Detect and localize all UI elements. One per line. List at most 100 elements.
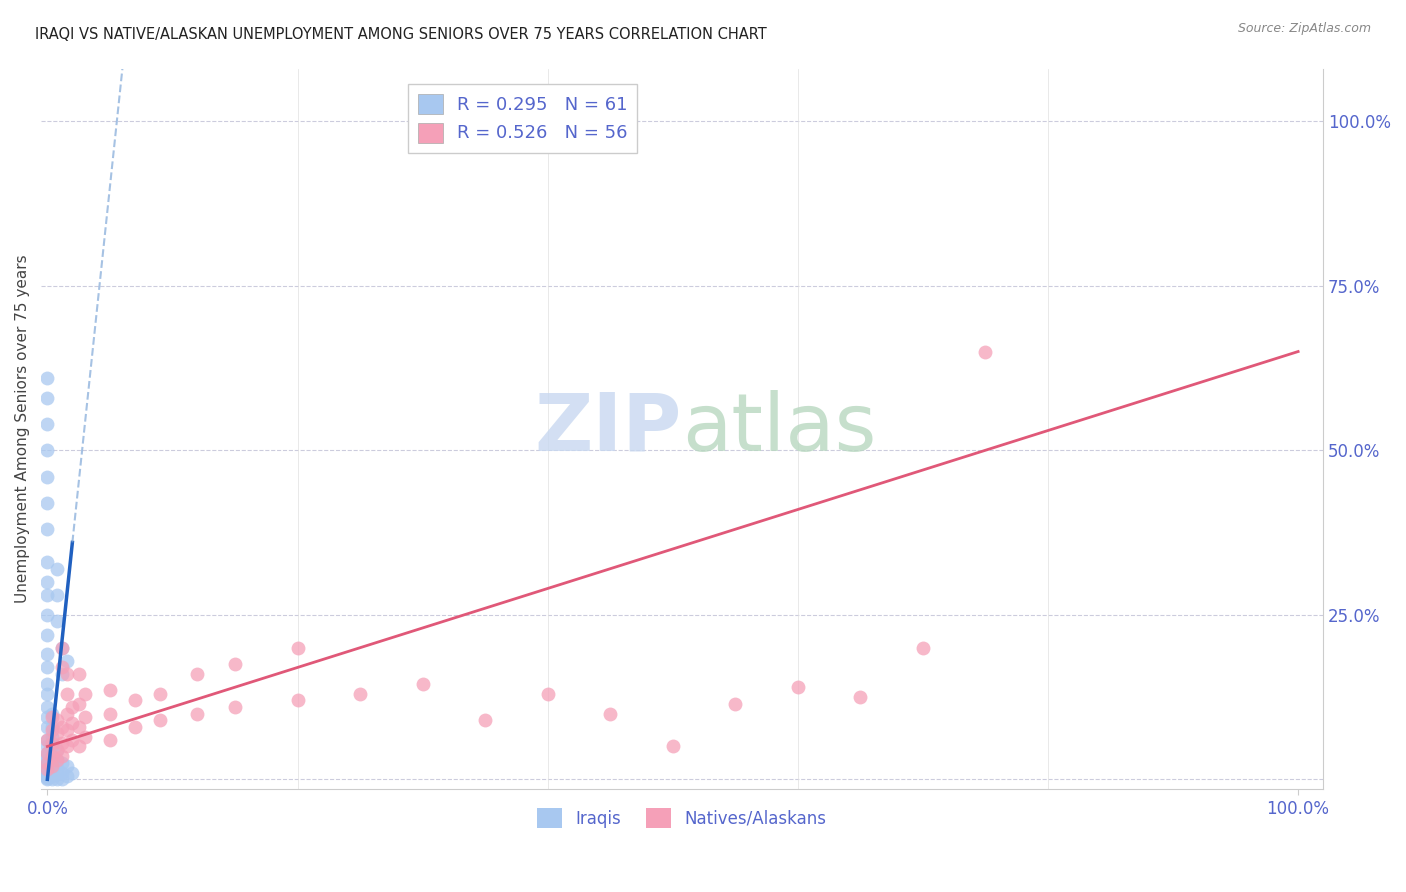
Point xyxy=(98,706,121,721)
Point xyxy=(37,749,59,764)
Point xyxy=(60,765,83,780)
Point xyxy=(41,710,63,724)
Point xyxy=(51,720,73,734)
Point xyxy=(37,391,59,405)
Point xyxy=(149,687,172,701)
Point xyxy=(46,615,69,629)
Point xyxy=(67,667,90,681)
Text: IRAQI VS NATIVE/ALASKAN UNEMPLOYMENT AMONG SENIORS OVER 75 YEARS CORRELATION CHA: IRAQI VS NATIVE/ALASKAN UNEMPLOYMENT AMO… xyxy=(35,27,766,42)
Point xyxy=(37,607,59,622)
Point xyxy=(287,693,309,707)
Point xyxy=(41,736,63,750)
Point xyxy=(124,693,146,707)
Point xyxy=(73,687,96,701)
Point xyxy=(56,706,79,721)
Point xyxy=(37,767,59,781)
Point xyxy=(41,759,63,773)
Point xyxy=(37,763,59,777)
Point xyxy=(849,690,872,704)
Point xyxy=(73,730,96,744)
Point xyxy=(41,723,63,737)
Point xyxy=(37,469,59,483)
Point xyxy=(37,770,59,784)
Point xyxy=(56,654,79,668)
Point xyxy=(46,588,69,602)
Point xyxy=(37,417,59,431)
Point xyxy=(37,764,59,779)
Point xyxy=(41,739,63,754)
Point xyxy=(37,720,59,734)
Point xyxy=(37,765,59,780)
Point xyxy=(287,640,309,655)
Point xyxy=(37,496,59,510)
Point xyxy=(51,756,73,770)
Point xyxy=(51,765,73,780)
Point xyxy=(56,687,79,701)
Point xyxy=(56,739,79,754)
Point xyxy=(224,700,246,714)
Point xyxy=(41,772,63,787)
Point xyxy=(41,765,63,780)
Point xyxy=(37,732,59,747)
Point xyxy=(37,522,59,536)
Point xyxy=(56,769,79,783)
Point xyxy=(60,716,83,731)
Point xyxy=(46,767,69,781)
Point xyxy=(724,697,747,711)
Point xyxy=(51,772,73,787)
Point xyxy=(98,683,121,698)
Point xyxy=(51,736,73,750)
Point xyxy=(56,759,79,773)
Point xyxy=(786,680,808,694)
Point xyxy=(56,723,79,737)
Point xyxy=(37,763,59,777)
Point xyxy=(41,749,63,764)
Point xyxy=(224,657,246,672)
Text: ZIP: ZIP xyxy=(534,390,682,468)
Point xyxy=(60,732,83,747)
Point xyxy=(37,746,59,760)
Point xyxy=(46,562,69,576)
Point xyxy=(37,710,59,724)
Point xyxy=(37,677,59,691)
Point xyxy=(661,739,683,754)
Point xyxy=(37,732,59,747)
Point xyxy=(37,760,59,774)
Point xyxy=(67,739,90,754)
Point xyxy=(599,706,621,721)
Point xyxy=(41,730,63,744)
Point xyxy=(51,640,73,655)
Point xyxy=(41,763,63,777)
Point xyxy=(56,667,79,681)
Point xyxy=(37,700,59,714)
Point xyxy=(73,710,96,724)
Point xyxy=(37,574,59,589)
Point xyxy=(46,726,69,740)
Point xyxy=(37,371,59,385)
Point xyxy=(474,713,496,727)
Point xyxy=(37,772,59,787)
Point xyxy=(412,677,434,691)
Point xyxy=(46,753,69,767)
Point xyxy=(537,687,560,701)
Point xyxy=(46,753,69,767)
Point xyxy=(37,555,59,569)
Point xyxy=(124,720,146,734)
Y-axis label: Unemployment Among Seniors over 75 years: Unemployment Among Seniors over 75 years xyxy=(15,254,30,603)
Point xyxy=(186,667,208,681)
Point xyxy=(51,640,73,655)
Point xyxy=(37,771,59,785)
Point xyxy=(37,627,59,641)
Point xyxy=(37,768,59,782)
Point xyxy=(37,588,59,602)
Point xyxy=(37,648,59,662)
Point xyxy=(46,713,69,727)
Point xyxy=(51,660,73,674)
Point xyxy=(46,743,69,757)
Point xyxy=(51,667,73,681)
Point xyxy=(149,713,172,727)
Point xyxy=(974,344,997,359)
Point xyxy=(60,700,83,714)
Point xyxy=(37,687,59,701)
Point xyxy=(37,756,59,770)
